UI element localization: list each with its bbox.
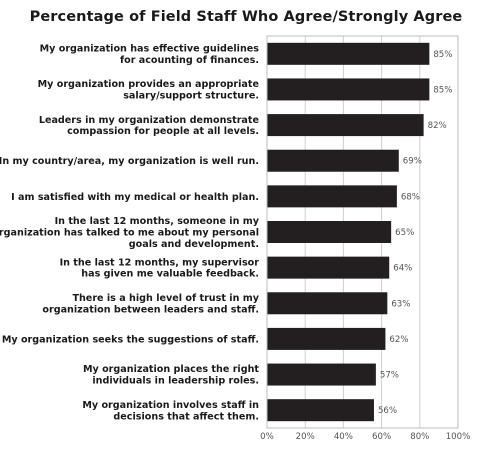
value-label-10: 56% [378,406,397,416]
value-label-5: 65% [395,228,414,238]
category-label-line: My organization places the right [83,364,259,375]
bar-6 [267,256,390,279]
category-label-1: My organization provides an appropriate s… [38,79,260,101]
category-label-2: Leaders in my organization demonstrate co… [39,115,260,137]
category-label-4: I am satisfied with my medical or health… [11,192,259,203]
category-label-0: My organization has effective guidelines… [40,44,260,66]
category-label-line: My organization has effective guidelines [40,44,260,55]
bar-10 [267,399,374,422]
value-label-1: 85% [433,85,452,95]
bar-3 [267,149,399,172]
category-label-line: decisions that affect them. [113,411,259,422]
value-label-9: 57% [380,371,399,381]
category-label-9: My organization places the right individu… [83,364,259,386]
bar-4 [267,185,397,208]
category-label-3: In my country/area, my organization is w… [0,156,259,167]
category-label-line: In my country/area, my organization is w… [0,156,259,167]
chart-title: Percentage of Field Staff Who Agree/Stro… [29,9,463,25]
bar-1 [267,78,430,101]
bar-8 [267,327,386,350]
category-label-10: My organization involves staff in decisio… [82,400,259,422]
category-label-line: organization has talked to me about my p… [0,227,259,238]
value-label-0: 85% [433,50,452,60]
category-label-line: Leaders in my organization demonstrate [39,115,260,126]
bar-0 [267,42,430,65]
category-label-line: organization between leaders and staff. [42,304,259,315]
category-label-line: individuals in leadership roles. [92,376,259,387]
x-tick-label-4: 80% [410,432,429,442]
category-label-line: My organization involves staff in [82,400,259,411]
value-label-8: 62% [389,335,408,345]
plot-frame [266,35,459,429]
value-label-4: 68% [401,192,420,202]
category-label-line: In the last 12 months, my supervisor [60,257,260,268]
category-label-5: In the last 12 months, someone in my orga… [0,216,260,250]
category-label-line: for acounting of finances. [120,55,259,66]
x-tick-label-3: 60% [372,432,391,442]
category-label-line: has given me valuable feedback. [81,269,259,280]
x-tick-label-5: 100% [446,432,471,442]
category-label-line: I am satisfied with my medical or health… [11,192,259,203]
category-label-line: There is a high level of trust in my [72,293,259,304]
value-label-2: 82% [428,121,447,131]
value-label-7: 63% [391,299,410,309]
value-label-6: 64% [393,264,412,274]
category-label-line: My organization seeks the suggestions of… [2,334,259,345]
category-label-7: There is a high level of trust in my orga… [42,293,259,315]
category-label-line: compassion for people at all levels. [67,126,259,137]
x-tick-label-2: 40% [334,432,353,442]
category-label-line: salary/support structure. [123,91,259,102]
bar-5 [267,221,392,243]
category-label-8: My organization seeks the suggestions of… [2,334,259,345]
x-tick-label-1: 20% [296,432,315,442]
bar-7 [267,292,388,315]
category-label-line: In the last 12 months, someone in my [55,216,260,227]
category-label-line: My organization provides an appropriate [38,79,260,90]
value-label-3: 69% [403,157,422,167]
bar-2 [267,114,424,137]
x-tick-label-0: 0% [260,432,274,442]
bar-9 [267,363,376,386]
category-label-6: In the last 12 months, my supervisor has … [60,257,260,279]
category-label-line: goals and development. [129,239,259,250]
